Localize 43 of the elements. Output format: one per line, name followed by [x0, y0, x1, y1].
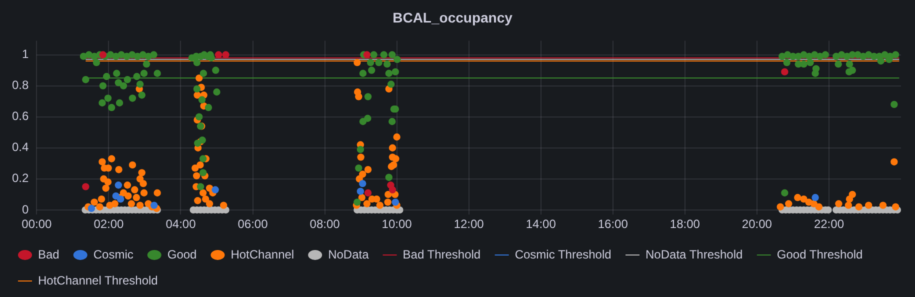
x-tick-label: 02:00: [94, 217, 124, 232]
point: [781, 68, 788, 76]
y-tick-label: 0.4: [12, 140, 29, 154]
point: [359, 180, 366, 188]
point: [212, 186, 219, 194]
point: [356, 188, 364, 195]
x-tick-label: 20:00: [742, 217, 772, 232]
point: [82, 183, 90, 190]
point: [392, 198, 399, 206]
chart-title: BCAL_occupancy: [392, 9, 513, 26]
legend-label: HotChannel Threshold: [38, 273, 158, 288]
point: [214, 51, 222, 58]
x-tick-label: 12:00: [454, 217, 484, 232]
legend-label: Bad Threshold: [402, 247, 481, 262]
x-tick-label: 10:00: [382, 217, 412, 232]
point: [364, 189, 372, 196]
legend-label: NoData Threshold: [646, 247, 743, 262]
x-tick-label: 18:00: [670, 217, 700, 232]
legend-label: HotChannel: [230, 247, 294, 262]
point: [363, 51, 371, 58]
x-tick-label: 22:00: [814, 217, 844, 232]
y-tick-label: 0.8: [12, 78, 29, 92]
point: [388, 186, 396, 194]
x-tick-label: 06:00: [238, 217, 268, 232]
legend-label: Bad: [38, 247, 60, 262]
point: [114, 182, 122, 189]
y-tick-label: 0: [22, 202, 29, 216]
legend-label: Cosmic Threshold: [514, 247, 612, 262]
y-tick-label: 0.2: [12, 171, 29, 186]
x-tick-label: 00:00: [22, 217, 52, 232]
legend-label: Good: [167, 247, 197, 262]
x-tick-label: 14:00: [526, 217, 556, 232]
y-tick-label: 1: [22, 47, 29, 62]
point: [99, 51, 107, 58]
legend-label: NoData: [328, 247, 370, 262]
legend-label: Good Threshold: [776, 247, 863, 262]
x-tick-label: 08:00: [310, 217, 340, 232]
x-tick-label: 04:00: [166, 217, 196, 232]
point: [222, 51, 230, 58]
point: [812, 194, 819, 202]
x-tick-label: 16:00: [598, 217, 628, 232]
legend-label: Cosmic: [93, 247, 134, 262]
y-tick-label: 0.6: [12, 109, 29, 124]
